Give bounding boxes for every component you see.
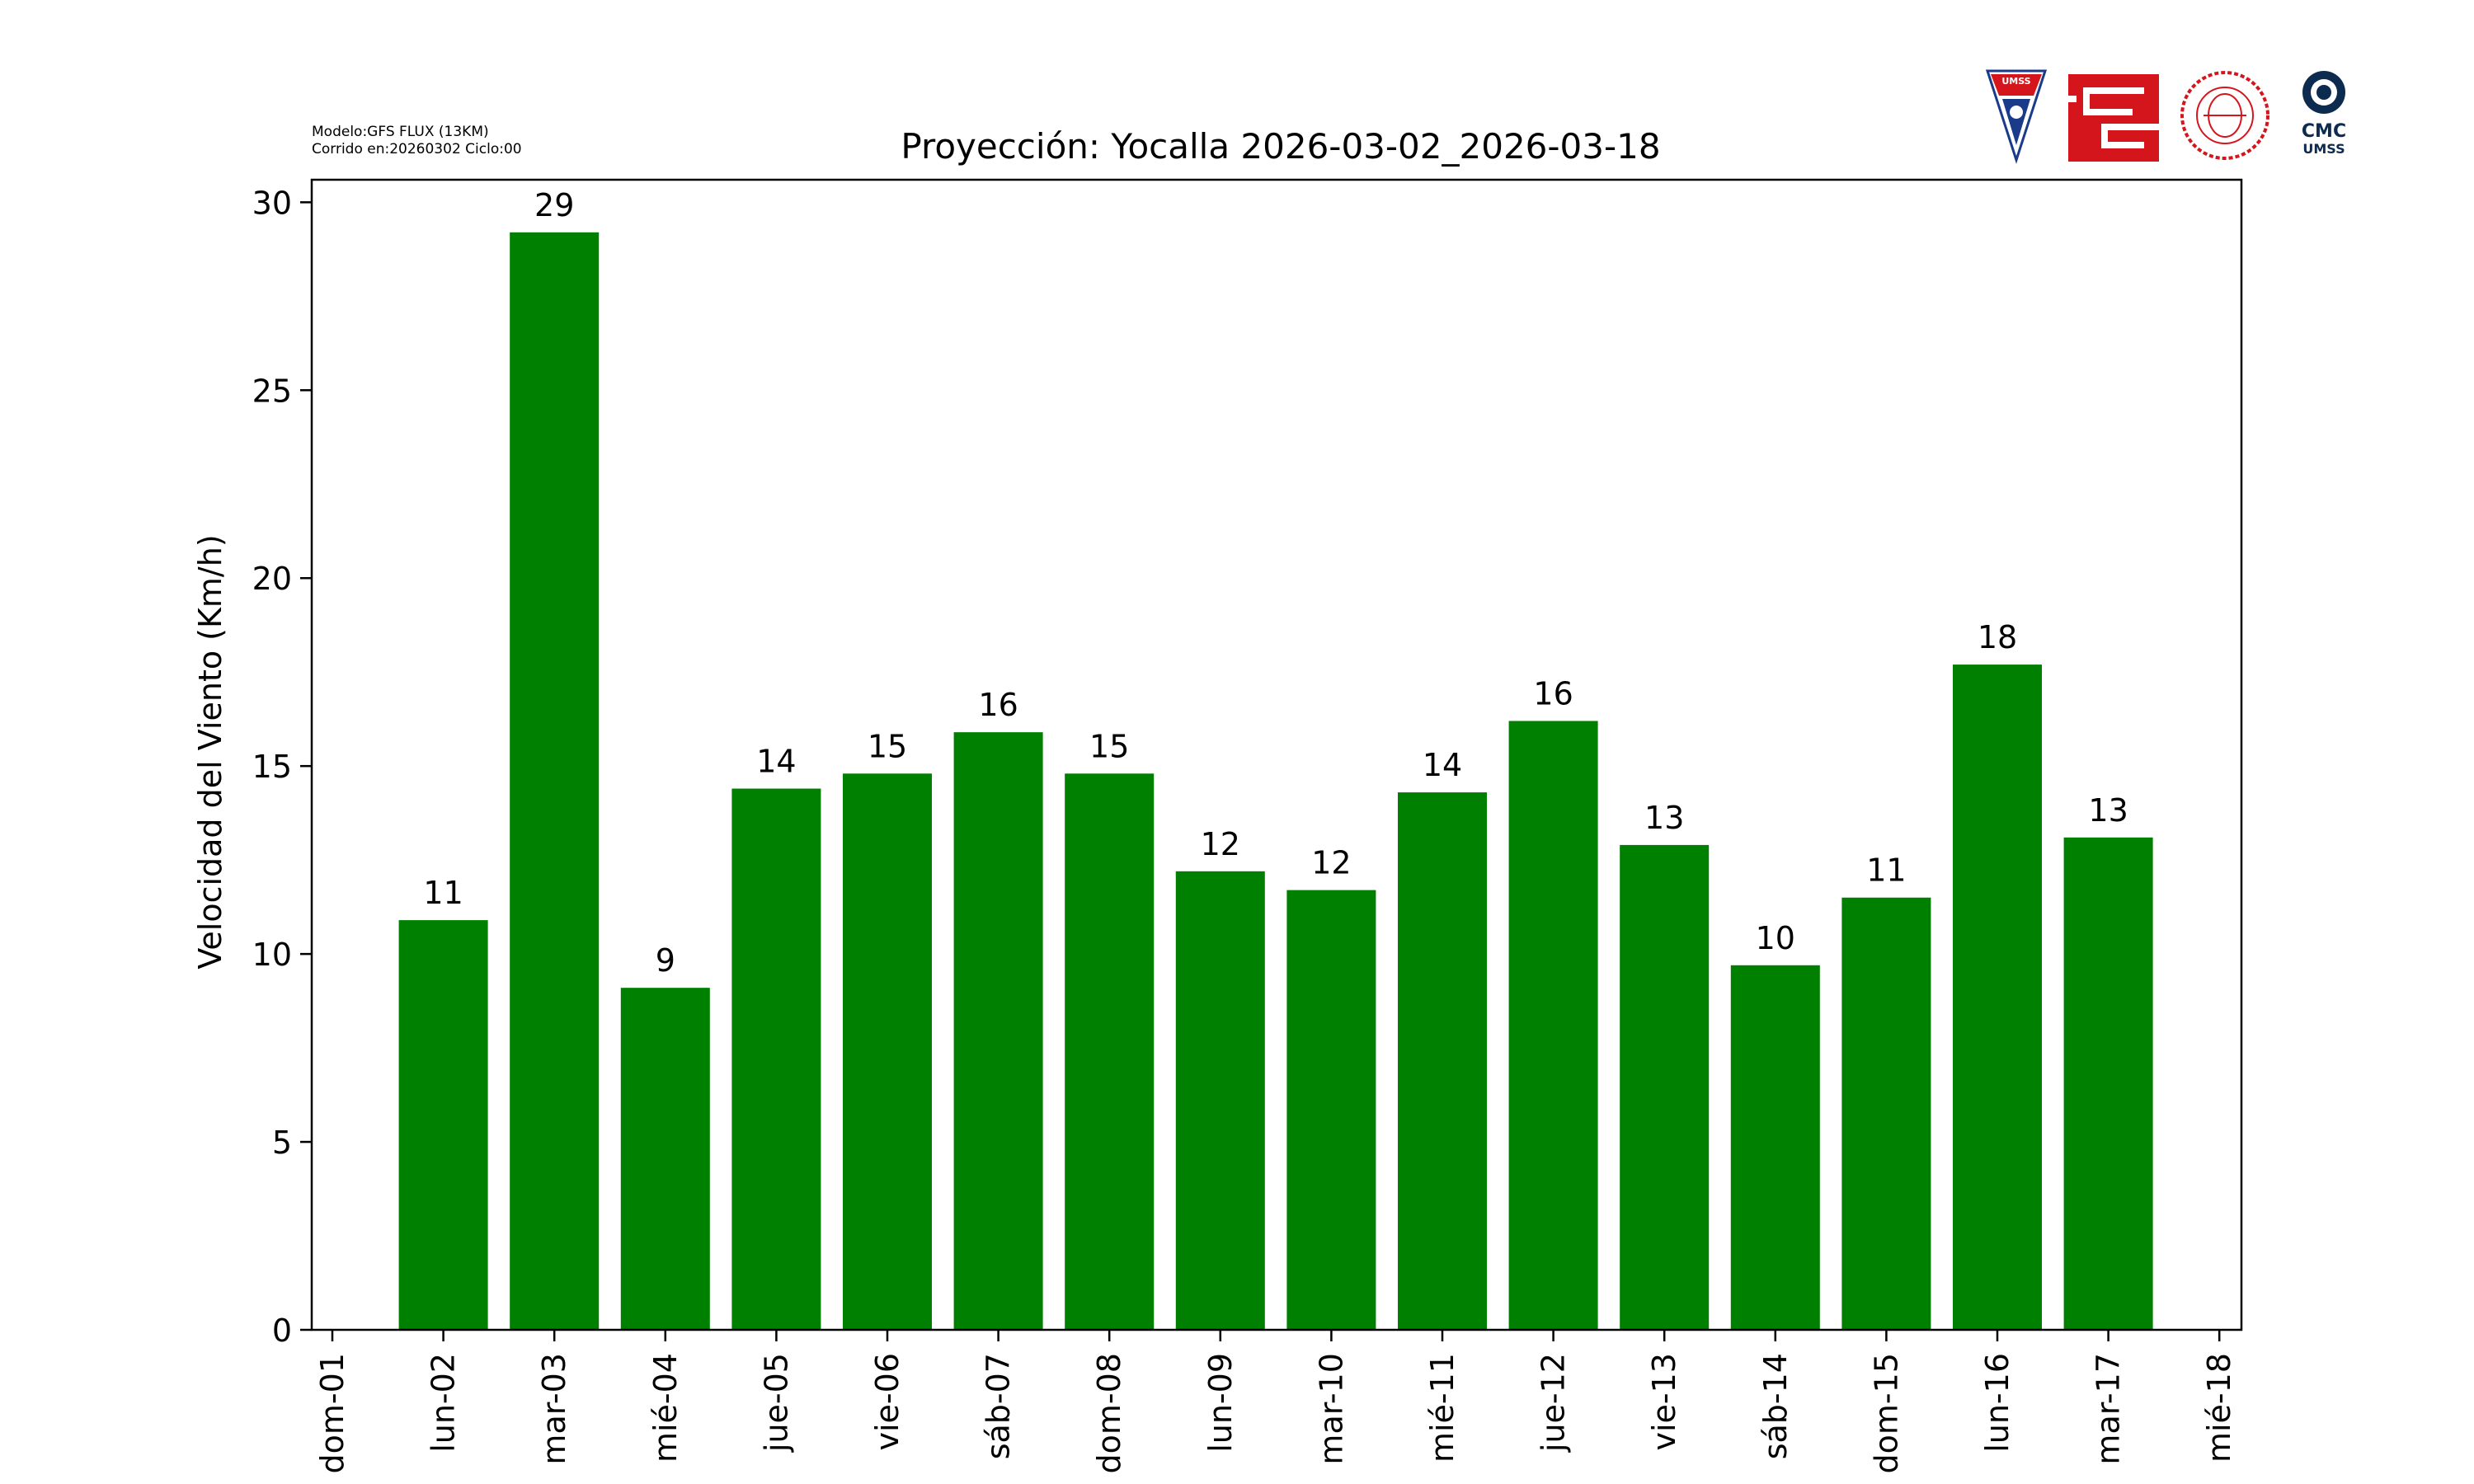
x-tick-label: jue-12: [1536, 1353, 1572, 1453]
x-axis: dom-01 lun-02 mar-03 mié-04 jue-05 vie-06 sáb-…: [314, 1330, 2237, 1473]
x-tick-label: dom-08: [1091, 1353, 1127, 1473]
bar-vie-13: [1620, 844, 1710, 1330]
umss-logo-text: UMSS: [2001, 76, 2030, 87]
model-info: Modelo:GFS FLUX (13KM) Corrido en:202603…: [312, 124, 522, 158]
chart-title: Proyección: Yocalla 2026-03-02_2026-03-1…: [901, 126, 1660, 167]
x-tick-label: vie-13: [1646, 1353, 1682, 1451]
bar-sáb-14: [1730, 965, 1820, 1330]
run-line: Corrido en:20260302 Ciclo:00: [312, 141, 522, 157]
data-label: 13: [1644, 800, 1684, 836]
y-tick-label: 30: [252, 185, 292, 221]
x-tick-label: mar-17: [2091, 1353, 2127, 1465]
data-labels-group: 11 29 9 14 15 16 15 12 12 14 16 13 10 11 18 13: [423, 187, 2128, 979]
data-label: 16: [978, 687, 1018, 723]
cmc-logo: CMC UMSS: [2302, 71, 2346, 157]
data-label: 15: [868, 728, 907, 764]
y-tick-label: 20: [252, 561, 292, 597]
plot-frame: [310, 178, 2243, 1331]
bar-vie-06: [843, 773, 932, 1330]
data-label: 11: [1866, 852, 1906, 889]
x-tick-label: mié-18: [2201, 1353, 2237, 1463]
y-tick-label: 10: [252, 937, 292, 973]
x-tick-label: lun-09: [1202, 1353, 1239, 1453]
x-tick-label: lun-16: [1979, 1353, 2015, 1453]
data-label: 12: [1201, 826, 1240, 862]
data-label: 16: [1533, 675, 1573, 711]
x-tick-label: mié-04: [647, 1353, 684, 1463]
x-tick-label: dom-01: [314, 1353, 350, 1473]
bar-jue-05: [731, 788, 821, 1330]
bar-dom-08: [1065, 773, 1155, 1330]
x-tick-label: mar-03: [536, 1353, 572, 1465]
y-tick-label: 5: [272, 1125, 292, 1161]
data-label: 10: [1756, 920, 1795, 956]
y-tick-label: 15: [252, 749, 292, 785]
bar-jue-12: [1508, 721, 1598, 1330]
y-tick-label: 0: [272, 1313, 292, 1349]
department-seal-logo: [2180, 71, 2269, 160]
data-label: 13: [2088, 792, 2128, 829]
bar-mié-11: [1398, 792, 1487, 1330]
bars-group: [398, 232, 2153, 1331]
data-label: 18: [1978, 619, 2017, 655]
x-tick-label: sáb-07: [981, 1353, 1017, 1459]
bar-lun-02: [398, 920, 488, 1330]
institution-logos: UMSS CMC UMSS: [1985, 69, 2346, 164]
bar-dom-15: [1841, 897, 1931, 1330]
data-label: 12: [1311, 845, 1351, 881]
fcyt-logo: [2068, 74, 2159, 162]
cmc-logo-text: CMC: [2302, 121, 2346, 142]
data-label: 11: [423, 875, 463, 911]
bar-mar-10: [1286, 890, 1376, 1330]
x-tick-label: mié-11: [1424, 1353, 1460, 1463]
data-label: 29: [534, 187, 574, 223]
bar-sáb-07: [953, 732, 1043, 1330]
bar-mar-17: [2063, 837, 2153, 1330]
x-tick-label: jue-05: [758, 1353, 794, 1453]
y-tick-label: 25: [252, 373, 292, 409]
data-label: 14: [756, 744, 796, 780]
bar-lun-09: [1175, 871, 1265, 1330]
cmc-logo-subtext: UMSS: [2302, 141, 2345, 157]
data-label: 9: [656, 942, 675, 979]
umss-shield-logo: UMSS: [1985, 69, 2048, 164]
y-axis: 0 5 10 15 20 25 30: [252, 185, 312, 1349]
data-label: 14: [1423, 747, 1462, 783]
y-axis-label: Velocidad del Viento (Km/h): [192, 534, 228, 969]
x-tick-label: sáb-14: [1757, 1353, 1794, 1459]
x-tick-label: dom-15: [1868, 1353, 1904, 1473]
bar-mar-03: [510, 232, 600, 1331]
bar-lun-16: [1953, 665, 2042, 1330]
x-tick-label: lun-02: [426, 1353, 462, 1453]
data-label: 15: [1089, 728, 1129, 764]
x-tick-label: vie-06: [869, 1353, 905, 1451]
bar-mié-04: [620, 988, 710, 1330]
x-tick-label: mar-10: [1313, 1353, 1349, 1465]
model-line: Modelo:GFS FLUX (13KM): [312, 124, 489, 140]
